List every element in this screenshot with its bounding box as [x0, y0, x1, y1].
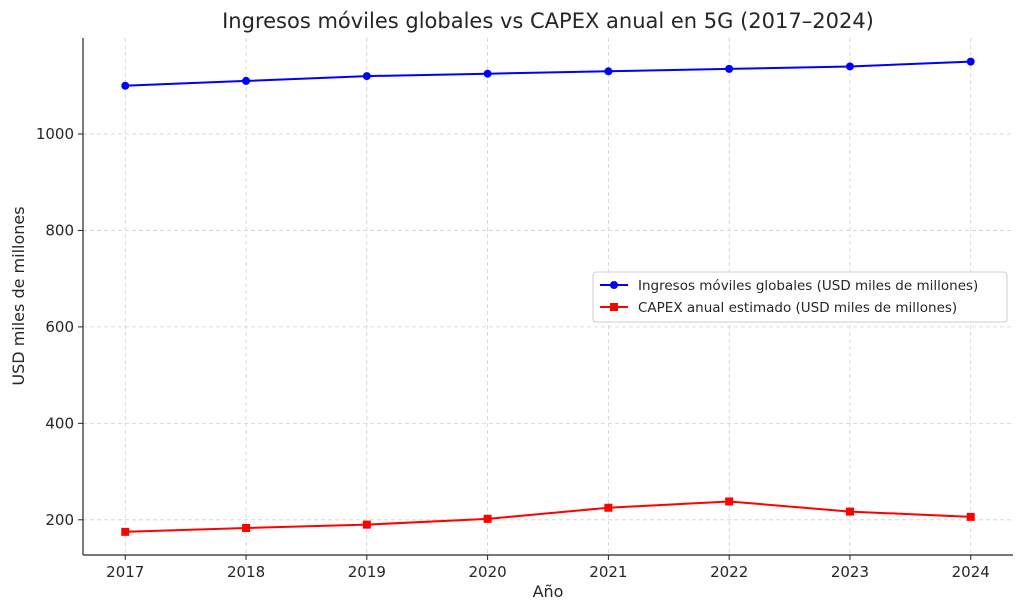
data-point: [604, 503, 613, 512]
legend-label: CAPEX anual estimado (USD miles de millo…: [638, 300, 957, 316]
series-line-1: [125, 500, 971, 533]
x-tick-label: 2017: [106, 563, 144, 581]
y-axis-label: USD miles de millones: [9, 206, 28, 385]
data-point: [845, 62, 854, 71]
x-tick-label: 2024: [952, 563, 990, 581]
x-tick-label: 2023: [831, 563, 869, 581]
data-point: [121, 81, 130, 90]
data-point: [362, 520, 371, 529]
data-point: [604, 67, 613, 76]
data-point: [966, 57, 975, 66]
y-tick-label: 1000: [36, 125, 74, 143]
y-tick-label: 400: [45, 414, 74, 432]
x-tick-label: 2021: [589, 563, 627, 581]
legend-label: Ingresos móviles globales (USD miles de …: [638, 278, 978, 294]
x-tick-label: 2022: [710, 563, 748, 581]
data-point: [362, 72, 371, 81]
x-tick-label: 2019: [348, 563, 386, 581]
data-point: [725, 497, 734, 506]
x-axis-label: Año: [533, 582, 564, 601]
series-line-0: [125, 60, 971, 87]
data-point: [483, 69, 492, 78]
chart-title: Ingresos móviles globales vs CAPEX anual…: [222, 9, 874, 33]
x-tick-label: 2018: [227, 563, 265, 581]
axes: 2017 2018 2019 2020 2021 2022 2023 2024 200 400 60…: [36, 38, 1013, 581]
data-point: [725, 64, 734, 73]
data-point: [966, 512, 975, 521]
legend-marker: [610, 281, 618, 289]
data-point: [242, 523, 251, 532]
y-tick-label: 600: [45, 318, 74, 336]
legend-marker: [610, 303, 618, 311]
legend: Ingresos móviles globales (USD miles de …: [592, 271, 1008, 323]
data-point: [483, 514, 492, 523]
x-tick-label: 2020: [469, 563, 507, 581]
y-tick-label: 200: [45, 511, 74, 529]
data-point: [242, 76, 251, 85]
legend-box: [592, 271, 1008, 323]
data-point: [845, 507, 854, 516]
y-tick-label: 800: [45, 221, 74, 239]
grid: [83, 38, 1013, 555]
data-point: [121, 527, 130, 536]
series-group: [121, 57, 975, 536]
